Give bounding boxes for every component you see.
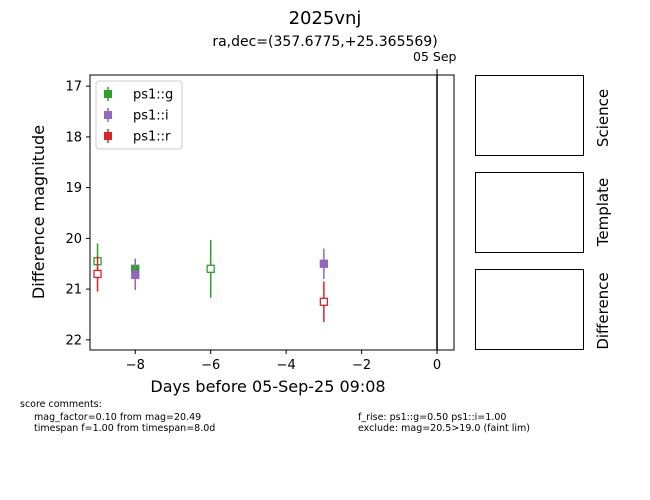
data-point [93, 269, 102, 279]
chart-title: 2025vnj [288, 8, 362, 29]
y-tick-label: 18 [65, 130, 82, 145]
legend-marker [104, 90, 112, 98]
data-point [319, 297, 329, 306]
y-tick-label: 21 [65, 283, 82, 298]
plot-frame [89, 74, 455, 351]
score-comment-right-2: exclude: mag=20.5>19.0 (faint lim) [358, 423, 530, 434]
template-image-panel [475, 172, 584, 253]
x-tick-label: −4 [277, 358, 296, 373]
legend-box [95, 80, 183, 150]
y-tick-label: 19 [65, 181, 82, 196]
legend-marker [104, 111, 112, 119]
score-comment-left-1: mag_factor=0.10 from mag=20.49 [34, 412, 202, 423]
date-marker-label: 05 Sep [413, 49, 457, 64]
legend-marker [104, 132, 112, 140]
y-axis-label: Difference magnitude [29, 125, 48, 299]
score-comment-right-1: f_rise: ps1::g=0.50 ps1::i=1.00 [358, 412, 507, 423]
data-point [206, 264, 215, 273]
science-image-panel [475, 75, 584, 156]
score-comment-left-2: timespan f=1.00 from timespan=8.0d [34, 423, 216, 434]
score-comments-header: score comments: [20, 399, 102, 410]
legend-label: ps1::g [133, 88, 173, 103]
data-point [131, 270, 140, 280]
y-tick-label: 20 [65, 232, 82, 247]
y-tick-label: 17 [65, 80, 82, 95]
legend-label: ps1::r [133, 130, 171, 145]
y-tick-label: 22 [65, 333, 82, 348]
difference-image-panel [475, 269, 584, 350]
difference-panel-label: Difference [594, 272, 612, 350]
x-axis-label: Days before 05-Sep-25 09:08 [150, 377, 385, 396]
legend-label: ps1::i [133, 109, 169, 124]
x-tick-label: −8 [126, 358, 145, 373]
chart-subtitle: ra,dec=(357.6775,+25.365569) [212, 34, 438, 50]
data-point [319, 259, 329, 268]
x-tick-label: −6 [201, 358, 220, 373]
x-tick-label: 0 [433, 358, 441, 373]
x-tick-label: −2 [352, 358, 371, 373]
